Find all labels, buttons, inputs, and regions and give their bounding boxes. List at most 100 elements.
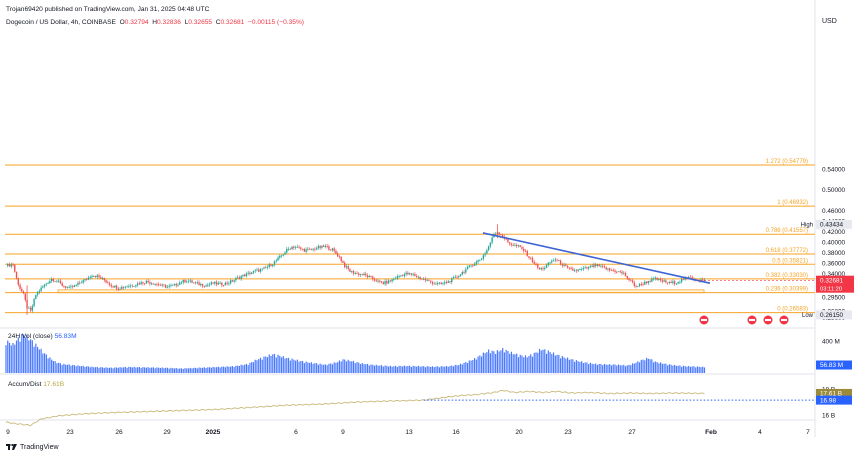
candle-body — [482, 255, 485, 259]
volume-bar — [165, 367, 167, 373]
volume-bar — [126, 367, 128, 373]
volume-bar — [626, 365, 628, 373]
candle-body — [421, 278, 423, 280]
volume-bar — [412, 365, 414, 373]
volume-bar — [430, 366, 432, 373]
accum-dist-indicator-label[interactable]: Accum/Dist 17.61B — [8, 381, 64, 388]
candle-body — [609, 268, 611, 271]
candle-body — [286, 248, 288, 253]
candle-body — [308, 248, 311, 250]
volume-bar — [77, 365, 79, 373]
volume-bar — [628, 364, 630, 373]
candle-body — [84, 278, 86, 281]
price-change: −0.00115 (−0.35%) — [248, 19, 304, 26]
volume-bar — [405, 366, 407, 373]
candle-body — [587, 266, 590, 269]
candle-body — [572, 268, 574, 271]
volume-bar — [323, 364, 325, 373]
candle-body — [77, 282, 79, 285]
candle-body — [128, 286, 130, 288]
candle-body — [435, 283, 437, 285]
volume-bar — [623, 364, 625, 373]
event-flag-icon — [778, 314, 790, 326]
volume-bar — [238, 366, 241, 373]
volume-bar — [379, 365, 381, 373]
accum-value-tag: 17.61 B — [820, 391, 842, 398]
volume-bar — [91, 366, 93, 373]
volume-bar — [568, 359, 570, 373]
volume-bar — [279, 355, 281, 373]
volume-bar — [456, 365, 458, 373]
candle-body — [172, 284, 174, 286]
candle-body — [563, 264, 565, 266]
volume-bar — [316, 363, 318, 373]
volume-bar — [516, 353, 518, 373]
volume-bar — [510, 351, 513, 373]
volume-bar — [70, 365, 72, 373]
volume-bar — [119, 367, 121, 373]
candle-body — [145, 280, 148, 284]
low-label: L — [184, 19, 189, 26]
volume-bar — [347, 359, 349, 373]
volume-bar — [642, 359, 644, 373]
candle-body — [338, 256, 341, 258]
volume-bar — [466, 362, 469, 373]
volume-bar — [266, 357, 269, 373]
volume-bar — [638, 362, 641, 373]
volume-bar — [386, 365, 388, 373]
candle-body — [465, 269, 467, 273]
candle-body — [63, 285, 65, 287]
candle-body — [691, 277, 693, 279]
low-value: 0.32655 — [188, 19, 213, 26]
y-tick-label: 0.40000 — [822, 240, 846, 247]
volume-bar — [168, 368, 170, 373]
volume-bar — [49, 357, 51, 373]
volume-bar — [79, 366, 81, 373]
volume-bar — [424, 367, 427, 373]
volume-bar — [345, 361, 348, 373]
candle-body — [314, 248, 316, 250]
candle-body — [610, 270, 613, 272]
candle-body — [70, 286, 72, 288]
candle-body — [652, 278, 655, 280]
volume-bar — [477, 356, 479, 373]
volume-bar — [189, 367, 191, 373]
candle-body — [22, 291, 25, 294]
volume-bar — [19, 341, 21, 373]
candle-body — [133, 286, 135, 288]
candle-body — [449, 281, 451, 283]
tradingview-footer[interactable]: TradingView — [6, 443, 59, 451]
volume-bar — [365, 364, 367, 373]
currency-label[interactable]: USD — [822, 18, 837, 25]
candle-body — [407, 272, 409, 275]
candle-body — [168, 285, 170, 287]
volume-bar — [294, 360, 297, 373]
volume-bar — [535, 352, 537, 373]
volume-bar — [691, 366, 693, 373]
candle-body — [79, 282, 81, 284]
volume-bar — [80, 366, 83, 373]
candle-body — [400, 275, 402, 277]
candle-body — [687, 276, 690, 278]
candle-body — [677, 282, 679, 284]
candle-body — [580, 269, 583, 270]
candle-body — [272, 264, 274, 267]
volume-bar — [602, 365, 604, 373]
volume-bar — [58, 362, 60, 373]
symbol-title[interactable]: Dogecoin / US Dollar, 4h, COINBASE — [6, 19, 116, 26]
candle-body — [600, 265, 602, 267]
volume-bar — [137, 367, 139, 373]
volume-bar — [470, 360, 472, 373]
candle-body — [624, 272, 627, 277]
candle-body — [382, 282, 385, 285]
candle-body — [333, 248, 335, 251]
candle-body — [630, 279, 632, 281]
volume-bar — [670, 364, 672, 373]
volume-indicator-label[interactable]: 24H Vol (close) 56.83M — [8, 333, 77, 340]
volume-bar — [68, 364, 70, 373]
candle-body — [689, 276, 692, 278]
volume-bar — [686, 366, 688, 373]
volume-bar — [428, 366, 430, 373]
candle-body — [384, 281, 386, 285]
volume-bar — [140, 368, 142, 373]
